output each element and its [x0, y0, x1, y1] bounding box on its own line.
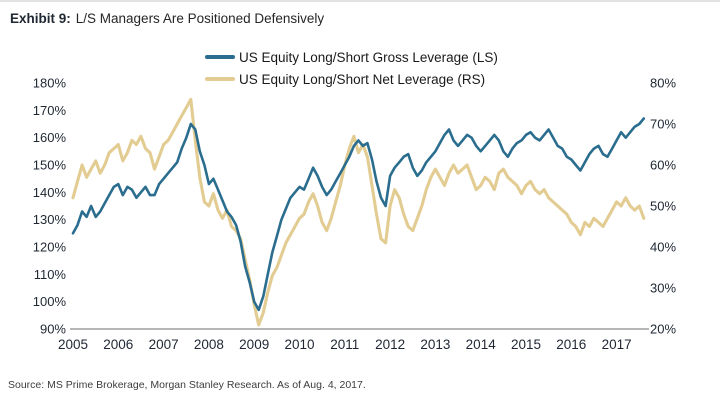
- x-axis-tick-label: 2017: [602, 337, 632, 352]
- right-axis-tick-label: 70%: [650, 117, 676, 132]
- left-axis-tick-label: 120%: [33, 240, 67, 255]
- x-axis-tick-label: 2010: [284, 337, 314, 352]
- legend-label-net: US Equity Long/Short Net Leverage (RS): [239, 71, 486, 87]
- x-axis-tick-label: 2013: [420, 337, 450, 352]
- x-axis-tick-label: 2009: [239, 337, 269, 352]
- right-axis-tick-label: 40%: [650, 240, 676, 255]
- net-leverage-line: [71, 97, 646, 327]
- left-axis-tick-label: 160%: [33, 130, 67, 145]
- page-title: Exhibit 9: L/S Managers Are Positioned De…: [10, 11, 324, 26]
- left-axis-tick-label: 90%: [40, 322, 66, 337]
- chart-legend: US Equity Long/Short Gross Leverage (LS)…: [205, 46, 498, 90]
- exhibit-label: Exhibit 9:: [10, 11, 71, 26]
- left-axis-tick-label: 140%: [33, 185, 67, 200]
- right-axis-tick-label: 50%: [650, 199, 676, 214]
- legend-item-gross: US Equity Long/Short Gross Leverage (LS): [205, 46, 498, 68]
- x-axis-tick-label: 2016: [556, 337, 586, 352]
- right-axis-tick-label: 80%: [650, 76, 676, 91]
- x-axis-tick-label: 2015: [511, 337, 541, 352]
- x-axis-tick-label: 2008: [194, 337, 224, 352]
- x-axis-tick-label: 2014: [466, 337, 497, 352]
- legend-item-net: US Equity Long/Short Net Leverage (RS): [205, 68, 498, 90]
- x-axis-tick-label: 2012: [375, 337, 405, 352]
- x-axis-tick-label: 2005: [58, 337, 88, 352]
- source-note: Source: MS Prime Brokerage, Morgan Stanl…: [8, 379, 366, 391]
- exhibit-title-text: L/S Managers Are Positioned Defensively: [75, 11, 325, 26]
- left-axis-tick-label: 110%: [34, 267, 67, 282]
- right-axis-tick-label: 20%: [650, 322, 676, 337]
- gross-line-swatch-icon: [205, 55, 235, 59]
- gross-leverage-line: [71, 117, 646, 312]
- left-axis-tick-label: 150%: [33, 158, 67, 173]
- x-axis-tick-label: 2006: [103, 337, 133, 352]
- x-axis-tick-label: 2011: [330, 337, 359, 352]
- left-axis-tick-label: 130%: [33, 212, 67, 227]
- left-axis-tick-label: 180%: [33, 76, 67, 91]
- left-axis-tick-label: 100%: [33, 294, 67, 309]
- x-axis-tick-label: 2007: [149, 337, 179, 352]
- right-axis-tick-label: 60%: [650, 158, 676, 173]
- line-chart: 90% 100% 110% 120% 130% 140% 150% 160% 170% 180% 2…: [33, 76, 677, 353]
- net-line-swatch-icon: [205, 77, 235, 81]
- left-axis-tick-label: 170%: [33, 103, 67, 118]
- legend-label-gross: US Equity Long/Short Gross Leverage (LS): [239, 49, 498, 65]
- right-axis-tick-label: 30%: [650, 281, 676, 296]
